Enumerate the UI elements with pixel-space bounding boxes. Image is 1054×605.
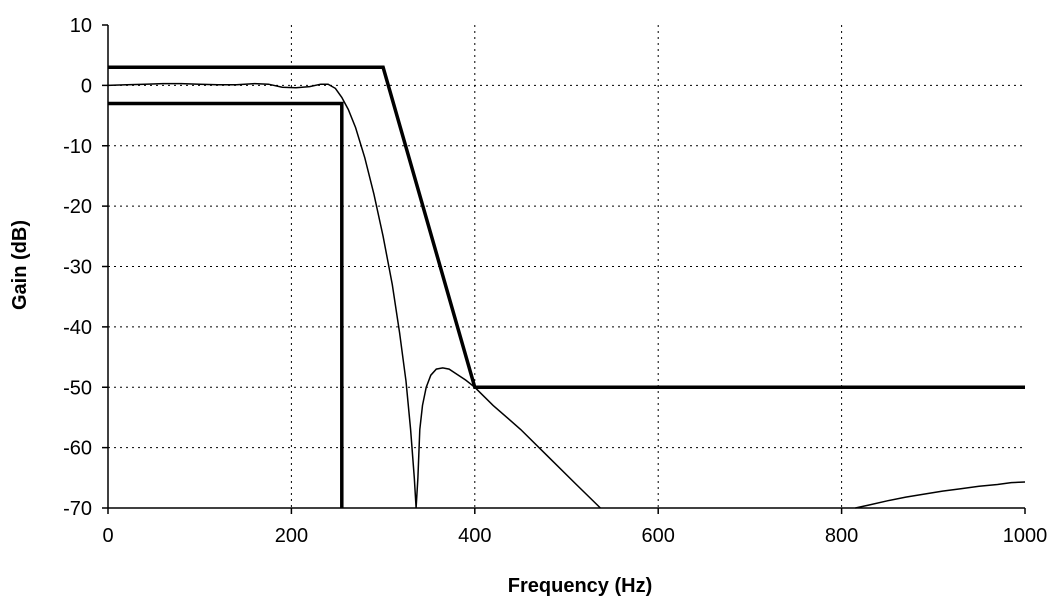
x-tick-label: 400	[458, 525, 491, 547]
series-line-filter-response	[107, 82, 601, 509]
grid-lines	[108, 25, 1025, 508]
data-series	[107, 65, 1026, 509]
y-tick-label: -40	[63, 317, 92, 339]
y-axis-title: Gain (dB)	[9, 220, 31, 310]
x-tick-label: 200	[275, 525, 308, 547]
series-line-upper-spec-mask	[108, 65, 1025, 390]
series-line-lower-spec-mask	[108, 101, 344, 508]
tick-labels: 10 0 -10 -20 -30 -40 -50 -60 -70 0 200 400 600 800 100…	[63, 15, 1047, 547]
x-tick-label: 0	[102, 525, 113, 547]
y-tick-label: -30	[63, 257, 92, 279]
x-tick-label: 800	[825, 525, 858, 547]
series-line-filter-response-tail	[855, 481, 1026, 509]
y-tick-label: 0	[81, 75, 92, 97]
y-tick-label: -60	[63, 438, 92, 460]
y-tick-label: -70	[63, 498, 92, 520]
x-tick-label: 600	[642, 525, 675, 547]
y-tick-label: 10	[70, 15, 92, 37]
x-axis-title: Frequency (Hz)	[508, 575, 652, 597]
y-tick-label: -20	[63, 196, 92, 218]
y-tick-label: -10	[63, 136, 92, 158]
y-tick-label: -50	[63, 377, 92, 399]
x-tick-label: 1000	[1003, 525, 1048, 547]
plot-axes	[102, 24, 1026, 514]
